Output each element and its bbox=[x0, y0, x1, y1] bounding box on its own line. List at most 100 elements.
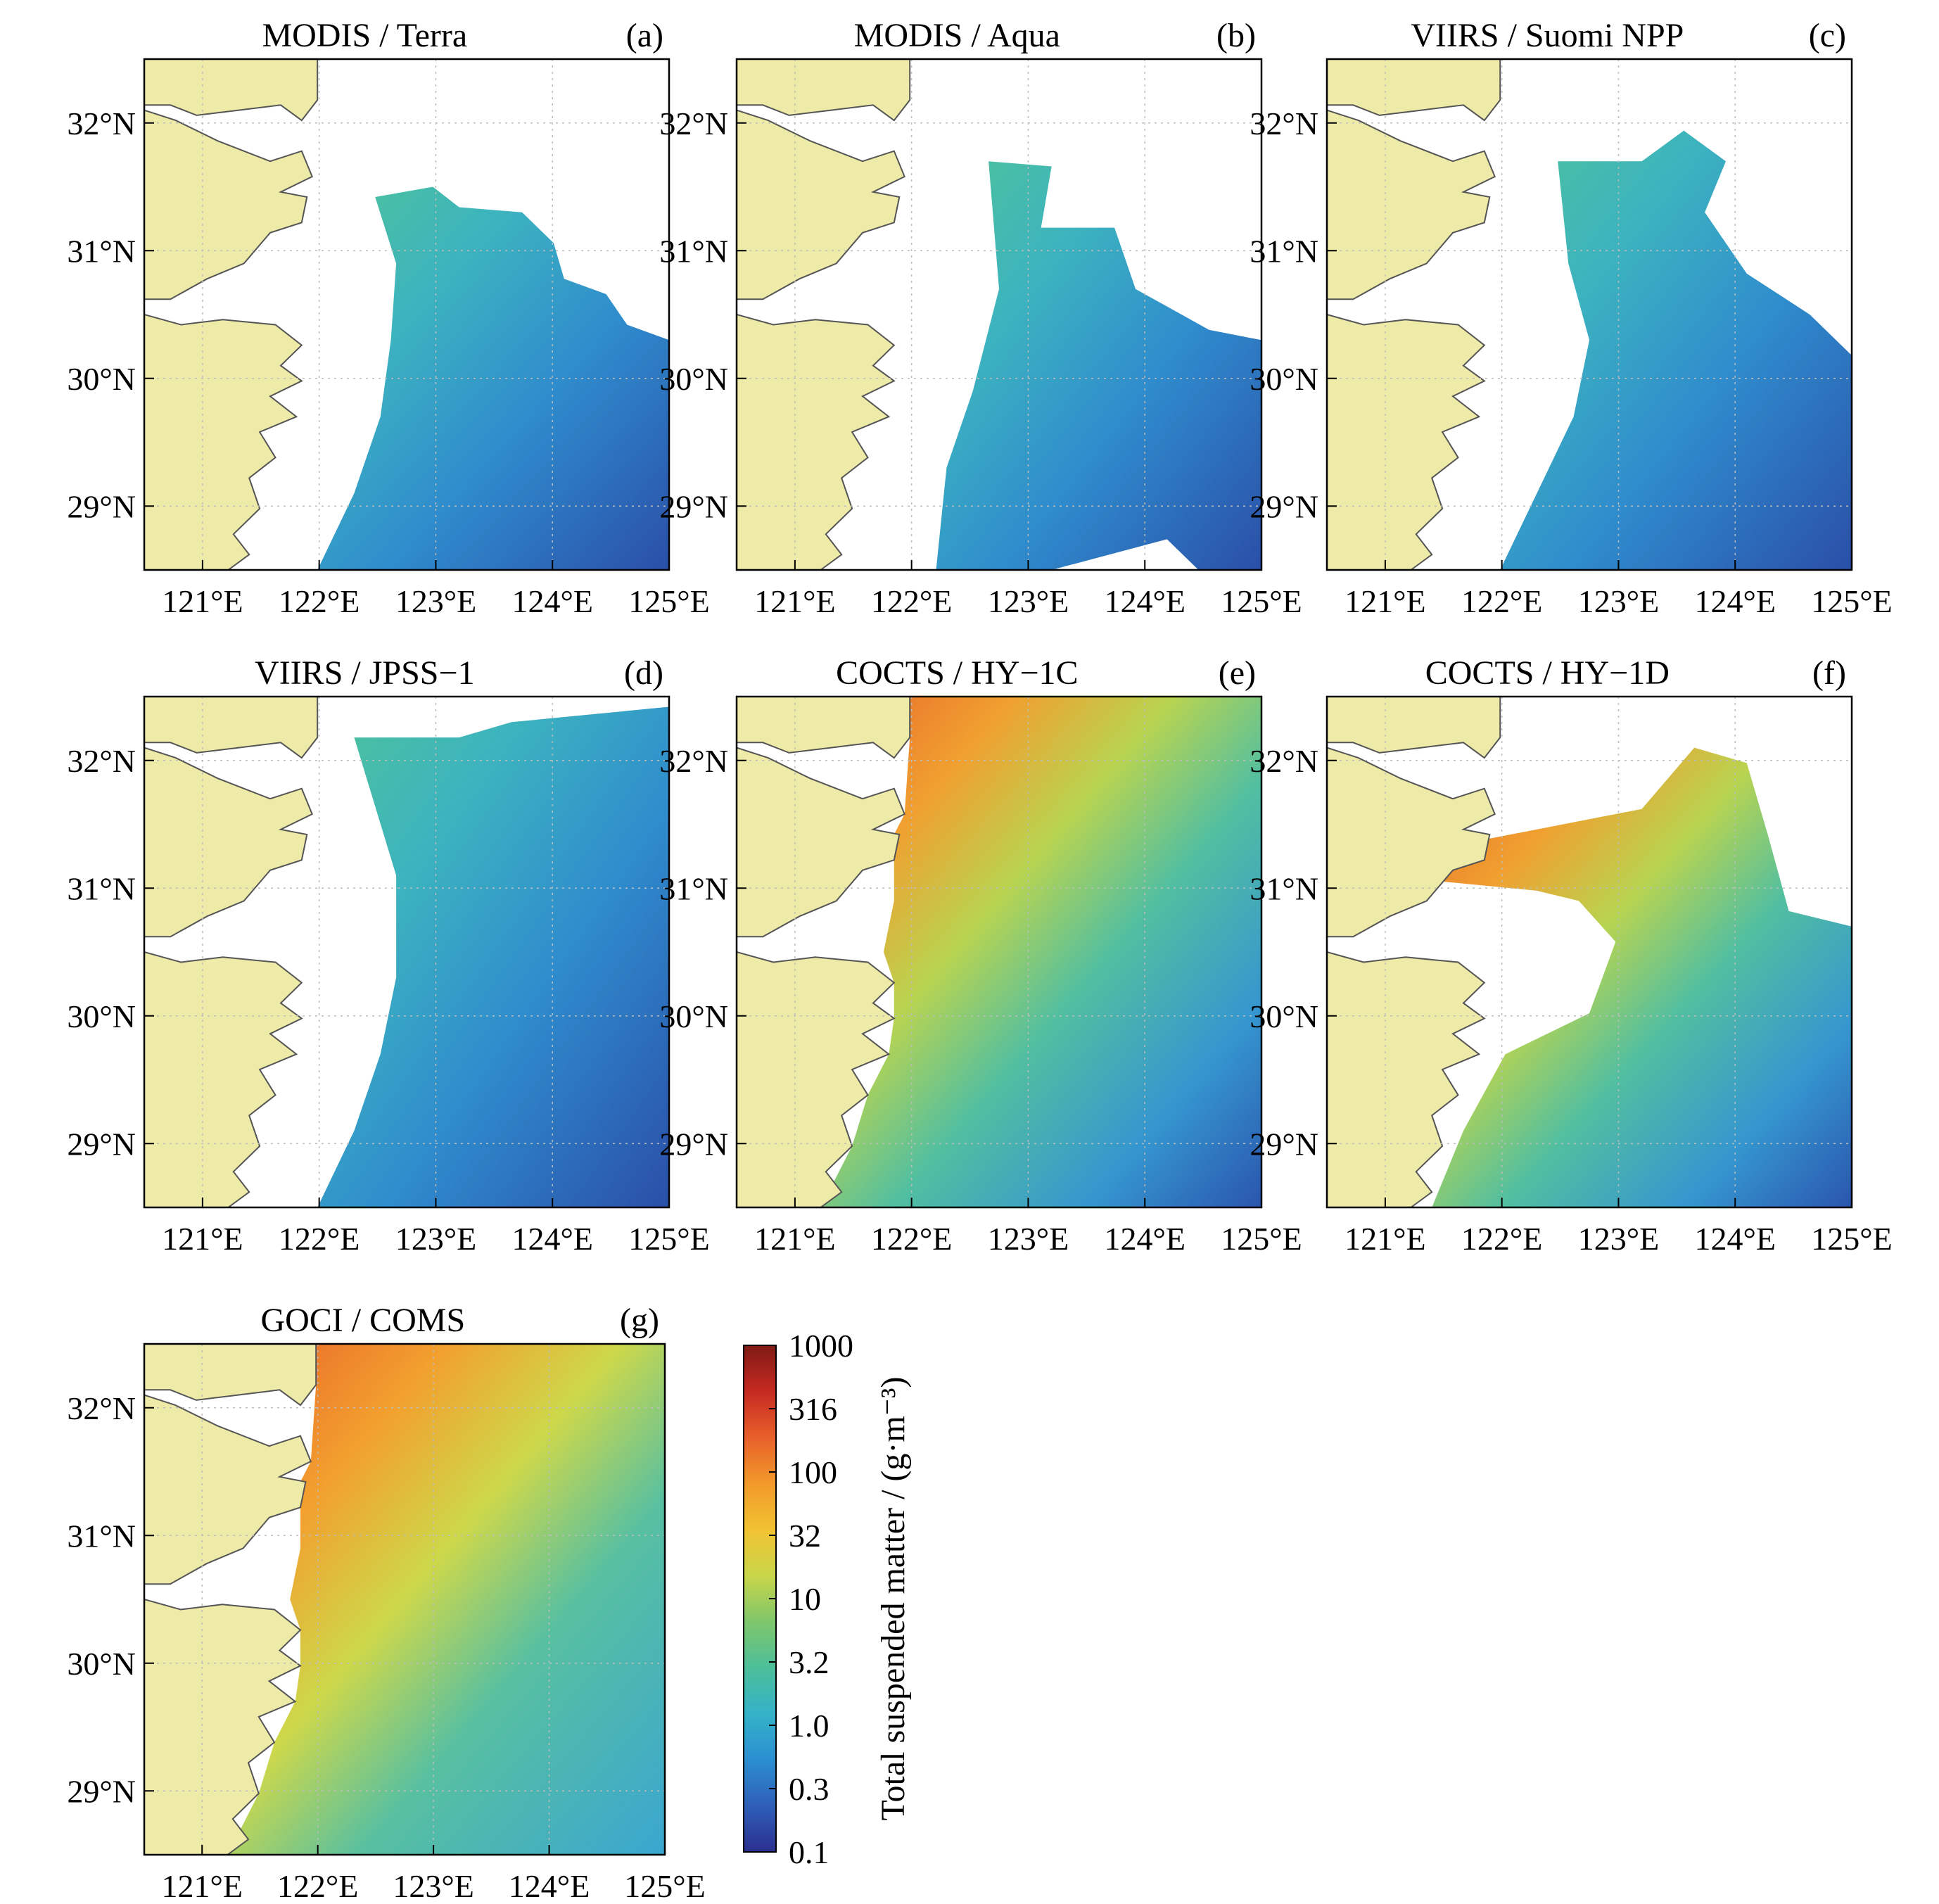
x-tick-label: 121°E bbox=[754, 583, 836, 619]
y-tick-label: 29°N bbox=[1250, 488, 1318, 524]
map-panel-viirs-npp: 121°E 122°E 123°E 124°E 125°E 32°N 31°N 30°N 29°… bbox=[1250, 17, 1892, 619]
panel-frame bbox=[1325, 695, 1853, 1209]
x-tick-label: 124°E bbox=[511, 583, 593, 619]
x-tick-label: 122°E bbox=[1461, 583, 1543, 619]
y-tick-label: 29°N bbox=[67, 1126, 136, 1162]
colorbar-label: Total suspended matter / (g·m⁻³) bbox=[875, 1377, 912, 1821]
y-tick-label: 29°N bbox=[1250, 1126, 1318, 1162]
panel-title: MODIS / Terra bbox=[262, 17, 467, 54]
y-tick-label: 31°N bbox=[659, 233, 728, 269]
tsm-field bbox=[820, 697, 1261, 1207]
y-tick-label: 31°N bbox=[1250, 233, 1318, 269]
map-panel-goci: 121°E 122°E 123°E 124°E 125°E 32°N 31°N 30°N 29°… bbox=[67, 1302, 705, 1904]
panel-frame bbox=[143, 695, 670, 1209]
x-tick-label: 123°E bbox=[395, 583, 477, 619]
y-tick-label: 31°N bbox=[1250, 870, 1318, 906]
x-tick-label: 124°E bbox=[1104, 583, 1185, 619]
panel-letter: (a) bbox=[626, 17, 663, 54]
y-tick-label: 29°N bbox=[659, 488, 728, 524]
x-tick-label: 121°E bbox=[754, 1221, 836, 1257]
y-tick-label: 29°N bbox=[67, 488, 136, 524]
y-tick-label: 29°N bbox=[659, 1126, 728, 1162]
panel-letter: (g) bbox=[620, 1302, 659, 1339]
x-tick-label: 122°E bbox=[871, 1221, 953, 1257]
panel-letter: (c) bbox=[1809, 17, 1846, 54]
y-tick-label: 32°N bbox=[659, 106, 728, 141]
y-tick-label: 32°N bbox=[1250, 743, 1318, 779]
x-tick-label: 123°E bbox=[1578, 1221, 1660, 1257]
y-tick-label: 31°N bbox=[659, 870, 728, 906]
y-tick-label: 30°N bbox=[1250, 998, 1318, 1034]
x-tick-label: 124°E bbox=[511, 1221, 593, 1257]
x-tick-label: 121°E bbox=[1344, 1221, 1426, 1257]
colorbar-tick-label: 316 bbox=[789, 1391, 837, 1427]
land-north bbox=[144, 1344, 317, 1585]
x-tick-label: 123°E bbox=[1578, 583, 1660, 619]
y-tick-label: 30°N bbox=[67, 1646, 136, 1682]
panel-frame bbox=[735, 695, 1263, 1209]
land-north bbox=[737, 697, 911, 938]
y-tick-label: 32°N bbox=[67, 1390, 136, 1426]
y-tick-label: 31°N bbox=[67, 1518, 136, 1554]
x-tick-label: 122°E bbox=[1461, 1221, 1543, 1257]
x-tick-label: 125°E bbox=[1811, 583, 1893, 619]
x-tick-label: 125°E bbox=[624, 1868, 706, 1904]
x-tick-label: 121°E bbox=[162, 1221, 243, 1257]
x-tick-label: 121°E bbox=[1344, 583, 1426, 619]
colorbar-tick-label: 1000 bbox=[789, 1328, 853, 1364]
tsm-field bbox=[227, 1344, 665, 1855]
y-tick-label: 30°N bbox=[659, 361, 728, 397]
colorbar-tick-label: 0.1 bbox=[789, 1834, 829, 1870]
x-tick-label: 122°E bbox=[871, 583, 953, 619]
y-tick-label: 32°N bbox=[1250, 106, 1318, 141]
land-north bbox=[144, 59, 319, 300]
panel-title: GOCI / COMS bbox=[260, 1302, 465, 1339]
land-north bbox=[144, 697, 319, 938]
x-tick-label: 121°E bbox=[161, 1868, 243, 1904]
panel-letter: (f) bbox=[1812, 654, 1846, 692]
colorbar-tick-label: 100 bbox=[789, 1454, 837, 1490]
x-tick-label: 124°E bbox=[1694, 1221, 1776, 1257]
tsm-field bbox=[1432, 747, 1852, 1207]
x-tick-label: 124°E bbox=[509, 1868, 590, 1904]
map-panel-modis-terra: 121°E 122°E 123°E 124°E 125°E 32°N 31°N 30°N 29°… bbox=[67, 17, 709, 619]
tsm-field bbox=[317, 706, 669, 1207]
x-tick-label: 125°E bbox=[1811, 1221, 1893, 1257]
map-panel-modis-aqua: 121°E 122°E 123°E 124°E 125°E 32°N 31°N 30°N 29°… bbox=[659, 17, 1302, 619]
panel-letter: (b) bbox=[1216, 17, 1256, 54]
x-tick-label: 125°E bbox=[628, 583, 710, 619]
y-tick-label: 31°N bbox=[67, 233, 136, 269]
colorbar: 1000 316 100 32 10 3.2 1.0 0.3 0.1 Total suspende… bbox=[743, 1328, 912, 1870]
panel-title: MODIS / Aqua bbox=[854, 17, 1060, 54]
x-tick-label: 123°E bbox=[395, 1221, 477, 1257]
x-tick-label: 122°E bbox=[279, 583, 360, 619]
panel-letter: (e) bbox=[1219, 654, 1256, 692]
x-tick-label: 123°E bbox=[393, 1868, 474, 1904]
colorbar-tick-label: 10 bbox=[789, 1581, 821, 1617]
colorbar-tick-label: 0.3 bbox=[789, 1771, 829, 1807]
y-tick-label: 30°N bbox=[67, 998, 136, 1034]
x-tick-label: 125°E bbox=[1221, 1221, 1302, 1257]
y-tick-label: 30°N bbox=[659, 998, 728, 1034]
panel-frame bbox=[143, 58, 670, 571]
panel-title: VIIRS / Suomi NPP bbox=[1411, 17, 1684, 54]
map-panels: 121°E 122°E 123°E 124°E 125°E 32°N 31°N 30°N 29°… bbox=[67, 17, 1892, 1904]
panel-frame bbox=[1325, 58, 1853, 571]
x-tick-label: 124°E bbox=[1104, 1221, 1185, 1257]
tsm-field bbox=[936, 161, 1261, 570]
colorbar-tick-label: 3.2 bbox=[789, 1644, 829, 1680]
land-north bbox=[1327, 59, 1501, 300]
y-tick-label: 30°N bbox=[67, 361, 136, 397]
x-tick-label: 124°E bbox=[1694, 583, 1776, 619]
y-tick-label: 29°N bbox=[67, 1773, 136, 1809]
x-tick-label: 123°E bbox=[988, 1221, 1069, 1257]
x-tick-label: 122°E bbox=[277, 1868, 359, 1904]
y-tick-label: 32°N bbox=[67, 743, 136, 779]
map-panel-cocts-1c: 121°E 122°E 123°E 124°E 125°E 32°N 31°N 30°N 29°… bbox=[659, 654, 1302, 1257]
y-tick-label: 31°N bbox=[67, 870, 136, 906]
x-tick-label: 123°E bbox=[988, 583, 1069, 619]
y-tick-label: 30°N bbox=[1250, 361, 1318, 397]
panel-title: COCTS / HY−1D bbox=[1425, 654, 1670, 692]
tsm-field bbox=[1500, 130, 1852, 570]
